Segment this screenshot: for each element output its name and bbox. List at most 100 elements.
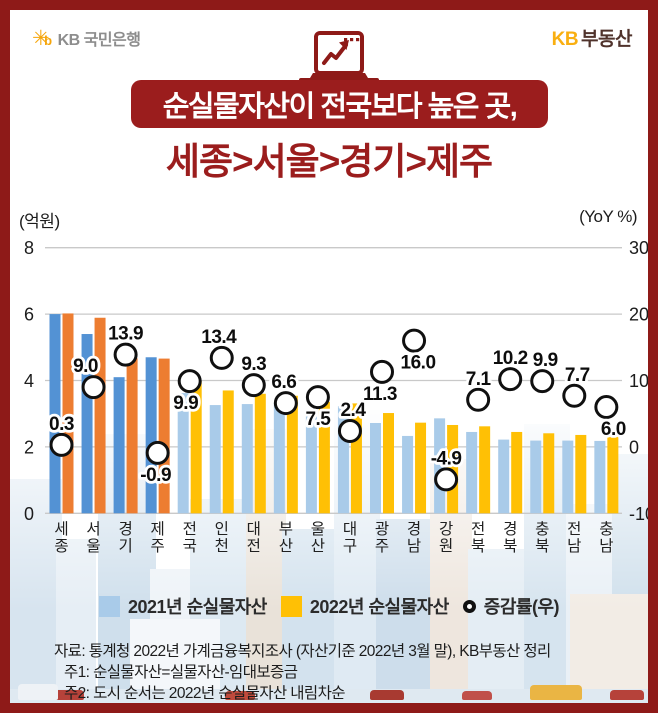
yoy-marker-경북 [498,367,523,392]
right-axis-tick-0: 0 [629,437,639,457]
bar-2021-광주 [370,422,381,514]
note-2: 주2: 도시 순서는 2022년 순실물자산 내림차순 [64,685,346,702]
bar-2021-전남 [562,440,574,514]
yoy-label-인천: 13.4 [201,327,237,348]
bar-2022-강원 [447,424,459,514]
left-axis-tick-8: 8 [24,238,34,258]
kb-real-estate-logo-name: 부동산 [581,29,632,50]
bar-2022-경북 [511,431,523,514]
yoy-label-부산: 6.6 [271,372,296,393]
bar-2021-울산 [305,409,317,514]
yoy-marker-울산 [305,385,330,410]
kb-star-icon: ✳b [32,26,52,50]
bar-2022-제주 [158,358,170,514]
yoy-label-충남: 6.0 [601,419,626,440]
yoy-marker-경남 [402,328,427,353]
bar-2022-부산 [286,395,298,514]
yoy-label-전국: 9.9 [173,393,198,414]
bar-2021-대전 [241,404,253,514]
building-shape-13 [612,454,648,689]
yoy-label-전남: 7.7 [565,365,590,386]
bar-2022-전북 [479,426,491,514]
yoy-label-대전: 9.3 [241,354,266,375]
yoy-label-울산: 7.5 [305,409,331,430]
bar-2021-제주 [145,357,157,514]
left-axis-tick-2: 2 [24,437,34,457]
yoy-label-제주: -0.9 [140,465,171,486]
vehicle-shape-5 [610,690,644,700]
right-axis-tick--10: -10 [629,504,655,524]
yoy-label-강원: -4.9 [431,448,462,469]
yoy-marker-대전 [241,373,266,398]
bar-2021-충남 [594,440,606,514]
bar-2021-대구 [337,406,349,514]
yoy-marker-경기 [113,342,138,367]
kb-kookmin-bank-logo: ✳b KB 국민은행 [32,26,141,50]
yoy-marker-대구 [337,418,362,443]
bar-2022-대전 [254,393,266,514]
bar-2021-경북 [498,439,510,514]
subtitle-ranking: 세종>서울>경기>제주 [165,141,493,182]
bar-2022-서울 [94,317,106,514]
monitor-chart-icon [297,30,381,86]
yoy-label-전북: 7.1 [466,369,492,390]
bar-2021-세종 [49,314,61,514]
bar-2022-전남 [575,434,587,514]
monitor-chart-icon-svg [299,31,379,85]
right-axis-tick-20: 20 [629,305,649,325]
yoy-label-광주: 11.3 [363,384,397,405]
bar-2021-강원 [434,418,446,514]
legend-label-yoy: 증감률(우) [483,597,560,617]
right-axis-tick-30: 30 [629,238,649,258]
bar-2022-인천 [222,390,234,514]
title-banner: 순실물자산이 전국보다 높은 곳, [131,80,548,128]
bar-2022-충북 [543,433,555,514]
legend-swatch-2021 [98,595,120,617]
left-axis-tick-0: 0 [24,504,34,524]
yoy-label-서울: 9.0 [73,356,98,377]
bar-2021-경남 [402,435,414,514]
yoy-marker-세종 [49,432,74,457]
bar-2021-경기 [113,377,125,514]
yoy-label-세종: 0.3 [49,414,74,435]
bar-2021-전북 [466,431,478,514]
kb-kookmin-bank-logo-text: KB 국민은행 [57,32,141,49]
bar-2022-경남 [415,422,427,514]
left-axis-unit-label: (억원) [19,212,60,231]
yoy-marker-충북 [530,369,555,394]
footer-notes: 자료: 통계청 2022년 가계금융복지조사 (자산기준 2022년 3월 말)… [54,641,551,703]
legend-yoy-circle-icon [462,599,476,613]
bar-2022-광주 [383,413,394,514]
page-title: 순실물자산이 전국보다 높은 곳, [162,91,518,123]
source-note: 자료: 통계청 2022년 가계금융복지조사 (자산기준 2022년 3월 말)… [54,643,551,660]
bar-2021-부산 [273,403,285,514]
yoy-marker-전국 [177,369,202,394]
yoy-marker-제주 [145,440,170,465]
bar-2022-울산 [318,401,330,514]
bar-2022-세종 [62,313,74,514]
right-axis-unit-label: (YoY %) [579,207,637,226]
left-axis-tick-6: 6 [24,305,34,325]
bar-2021-서울 [81,334,93,514]
yoy-label-경남: 16.0 [401,353,436,374]
vehicle-shape-6 [18,684,58,700]
chart-legend: 2021년 순실물자산 2022년 순실물자산 증감률(우) [10,593,648,619]
